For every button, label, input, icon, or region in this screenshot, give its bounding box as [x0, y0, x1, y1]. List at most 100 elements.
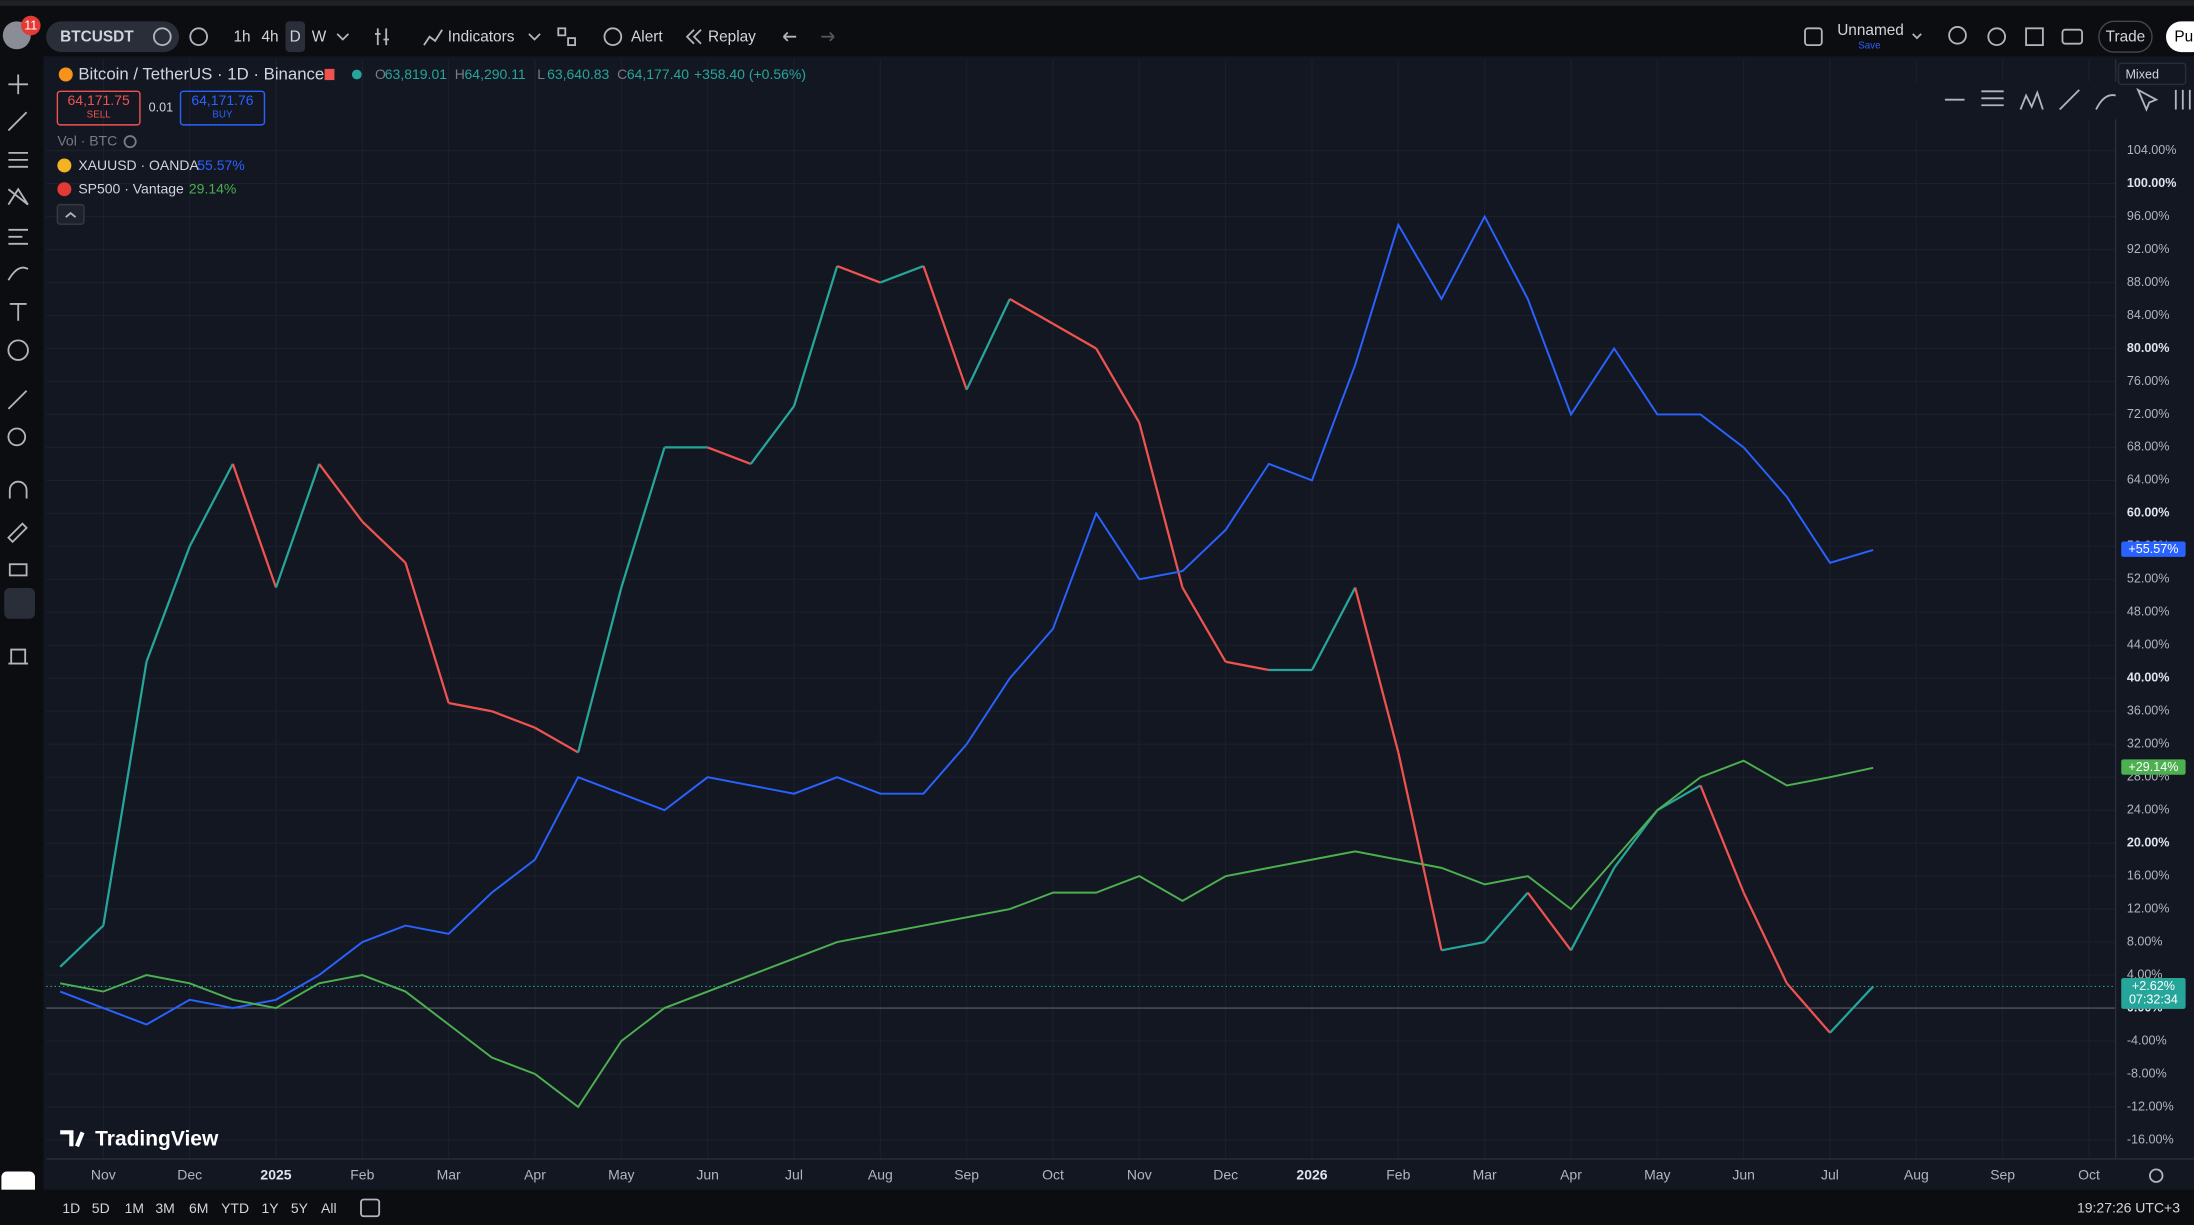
symbol-search[interactable] — [46, 21, 180, 53]
indicators-icon[interactable] — [423, 29, 443, 46]
range-button[interactable]: YTD — [221, 1200, 249, 1216]
tool[interactable] — [1981, 90, 2004, 107]
price-segment — [1441, 940, 1485, 952]
price-tag-label: +2.62% — [2132, 979, 2175, 993]
add-symbol[interactable] — [189, 27, 208, 47]
tool[interactable] — [2059, 89, 2080, 111]
price-segment — [1052, 322, 1097, 350]
sell-button[interactable] — [56, 90, 141, 126]
layout-name[interactable]: Unnamed — [1837, 22, 1904, 39]
dropdown[interactable] — [1912, 33, 1922, 40]
range-button[interactable]: All — [321, 1200, 337, 1216]
x-tick-label: Dec — [1213, 1166, 1238, 1182]
badge-count: 11 — [24, 19, 37, 33]
settings[interactable] — [1987, 27, 2007, 47]
x-tick-label: Sep — [1990, 1166, 2015, 1182]
active-tool[interactable] — [4, 588, 35, 619]
volume-legend: Vol · BTC — [57, 132, 117, 148]
trade-button[interactable] — [2098, 20, 2153, 53]
ruler-tool[interactable] — [7, 390, 28, 410]
publish: Pu — [2174, 28, 2193, 45]
text-tool[interactable] — [9, 303, 27, 321]
interval[interactable]: D — [290, 28, 301, 45]
redo[interactable] — [821, 31, 835, 42]
range-button[interactable]: 1Y — [261, 1200, 279, 1216]
fullscreen[interactable] — [2025, 27, 2044, 47]
brush-tool[interactable] — [7, 266, 29, 281]
templates[interactable] — [557, 27, 567, 37]
price-segment — [1483, 891, 1529, 943]
hide-icon[interactable] — [123, 135, 137, 149]
tool[interactable] — [2019, 90, 2044, 110]
crosshair-tool[interactable] — [8, 74, 28, 95]
alert[interactable]: Alert — [631, 28, 663, 45]
lock-tool[interactable] — [8, 563, 28, 577]
snapshot[interactable] — [2061, 28, 2083, 45]
badge — [20, 15, 41, 36]
sp-icon — [57, 182, 72, 197]
price-tag — [2121, 759, 2186, 775]
y-tick-label: 40.00% — [2127, 671, 2170, 685]
layout-icon[interactable] — [1804, 27, 1823, 47]
y-tick-label: 4.00% — [2127, 967, 2163, 981]
zoom-tool[interactable] — [7, 427, 27, 447]
replay[interactable]: Replay — [708, 28, 756, 45]
search[interactable] — [1948, 26, 1967, 45]
templates[interactable] — [567, 37, 576, 47]
range-button[interactable]: 6M — [189, 1200, 208, 1216]
tool[interactable] — [2095, 94, 2116, 110]
replay-icon[interactable] — [685, 29, 702, 45]
emoji-tool[interactable] — [7, 339, 29, 361]
tool[interactable] — [2136, 87, 2159, 112]
x-tick-label: Jun — [696, 1166, 719, 1182]
collapse-legend[interactable] — [56, 203, 85, 225]
lock-drawing[interactable] — [7, 522, 28, 544]
forecast-tool[interactable] — [8, 228, 28, 245]
go-to-date[interactable] — [360, 1198, 381, 1218]
alert-icon[interactable] — [603, 27, 623, 47]
buy-button[interactable] — [179, 90, 266, 126]
y-tick-label: 24.00% — [2127, 802, 2170, 816]
indicators[interactable]: Indicators — [448, 28, 515, 45]
y-tick-label: 80.00% — [2127, 341, 2170, 355]
comparison-name: SP500 · Vantage — [78, 181, 184, 197]
price-segment — [534, 726, 579, 754]
price-segment — [620, 447, 666, 588]
range-button[interactable]: 1M — [125, 1200, 144, 1216]
interval[interactable]: 1h — [234, 28, 251, 45]
fib-tool[interactable] — [8, 151, 28, 168]
trash-tool[interactable] — [8, 648, 28, 665]
dropdown[interactable] — [528, 33, 541, 41]
range-button[interactable]: 3M — [155, 1200, 174, 1216]
price-segment — [318, 463, 364, 523]
y-tick-label: 68.00% — [2127, 440, 2170, 454]
layout-save[interactable]: Save — [1858, 40, 1880, 51]
y-tick-label: 20.00% — [2127, 835, 2170, 849]
range-button[interactable]: 1D — [62, 1200, 80, 1216]
buy-price: 64,171.76 — [191, 92, 253, 108]
interval[interactable]: 4h — [261, 28, 278, 45]
ohlc: O63,819.01 H 64,290.11 L 63,640.83 C 64,177.40… — [375, 66, 806, 82]
undo[interactable] — [782, 31, 797, 42]
y-tick-label: 72.00% — [2127, 407, 2170, 421]
tool[interactable] — [2174, 89, 2191, 110]
dropdown[interactable] — [336, 33, 350, 41]
chart-type[interactable] — [374, 28, 389, 46]
comparison-line — [59, 214, 1874, 1026]
main-series-name: Bitcoin / TetherUS · 1D · Binance — [78, 65, 324, 84]
axis-settings[interactable] — [2149, 1168, 2164, 1183]
range-button[interactable]: 5Y — [291, 1200, 309, 1216]
trend-line-tool[interactable] — [7, 111, 28, 132]
x-tick-label: Sep — [954, 1166, 979, 1182]
range-button[interactable]: 5D — [92, 1200, 110, 1216]
magnet-tool[interactable] — [8, 480, 28, 499]
x-tick-label: Apr — [1560, 1166, 1582, 1182]
publish-button[interactable] — [2166, 21, 2194, 53]
symbol-icon[interactable] — [153, 27, 172, 47]
comparison-change: 55.57% — [197, 157, 244, 173]
scale-mode-button[interactable] — [2117, 62, 2187, 85]
x-tick-label: Jun — [1732, 1166, 1755, 1182]
interval[interactable]: W — [312, 28, 327, 45]
comparison-change: 29.14% — [189, 181, 236, 197]
pattern-tool[interactable] — [7, 187, 29, 206]
